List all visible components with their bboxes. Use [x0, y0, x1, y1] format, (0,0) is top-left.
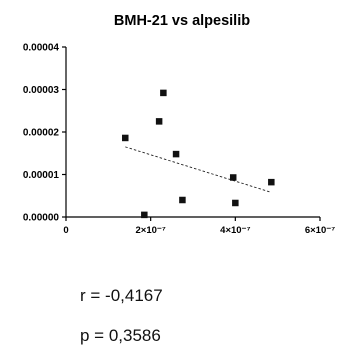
- x-tick-label: 4×10⁻⁷: [220, 225, 250, 236]
- x-tick-label: 6×10⁻⁷: [305, 225, 335, 236]
- y-tick-label: 0.00003: [23, 85, 60, 96]
- data-point: [141, 211, 148, 219]
- r-value-text: r = -0,4167: [80, 286, 163, 305]
- y-tick-label: 0.00004: [23, 43, 60, 54]
- x-tick-label: 2×10⁻⁷: [135, 225, 165, 236]
- x-tick-label: 0: [63, 225, 68, 236]
- trendline: [125, 146, 272, 193]
- data-point: [122, 134, 129, 142]
- y-tick-label: 0.00002: [23, 128, 60, 139]
- scatter-chart: BMH-21 vs alpesilib 0.000000.000010.0000…: [23, 13, 335, 237]
- axes: 0.00000 0.00001 0.00002 0.00003 0.00004 0 2×10…: [23, 43, 335, 237]
- data-point: [160, 89, 167, 97]
- chart-title: BMH-21 vs alpesilib: [114, 13, 250, 29]
- data-point: [268, 178, 275, 186]
- data-point: [229, 174, 237, 181]
- y-tick-label: 0.00000: [23, 213, 60, 224]
- data-point: [172, 150, 180, 158]
- data-point: [155, 118, 163, 125]
- data-point: [179, 196, 186, 204]
- data-point: [232, 199, 239, 207]
- y-tick-label: 0.00001: [23, 170, 60, 181]
- data-points: [122, 89, 275, 219]
- trendline-layer: [125, 146, 272, 193]
- p-value-text: p = 0,3586: [80, 326, 161, 345]
